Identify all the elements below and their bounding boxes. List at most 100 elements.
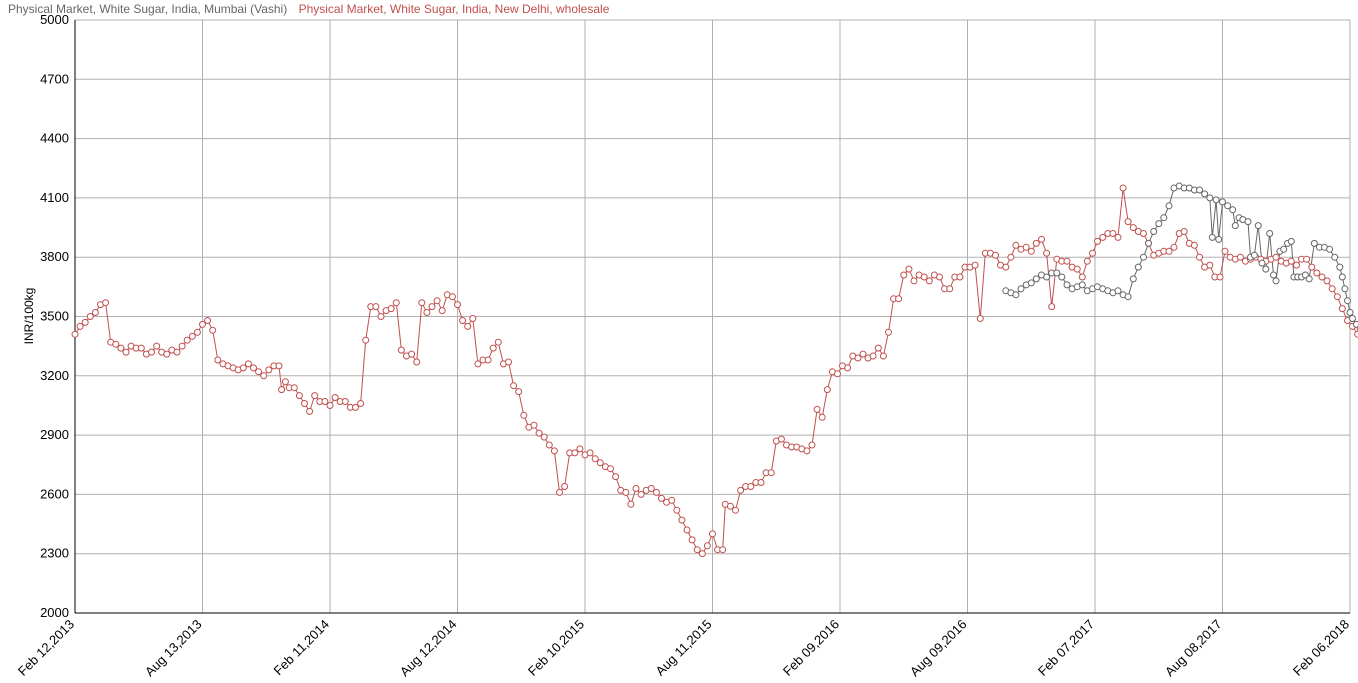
data-point [1150,228,1158,235]
data-point [1236,253,1244,261]
data-point [709,530,716,538]
series-points [71,182,1358,558]
x-tick-label: Feb 07,2017 [1035,617,1097,679]
data-point [698,550,706,558]
data-point [1338,273,1346,281]
chart-legend: Physical Market, White Sugar, India, Mum… [8,2,617,16]
data-point [591,455,599,463]
data-point [357,400,365,407]
data-point [1318,273,1326,281]
data-point [137,344,145,352]
x-tick-label: Aug 13,2013 [142,617,205,680]
data-point [1027,279,1035,287]
data-point [550,447,558,455]
x-tick-label: Feb 06,2018 [1290,617,1352,679]
data-point [1208,233,1216,241]
data-point [1119,184,1127,192]
data-point [489,344,497,352]
data-point [1244,218,1252,226]
data-point [561,483,569,490]
data-point [387,305,395,313]
data-point [433,297,441,305]
y-tick-label: 4700 [40,71,69,86]
data-point [278,386,286,394]
data-point [250,364,257,372]
data-point [1002,263,1010,271]
data-point [1313,269,1321,277]
data-point [1254,222,1262,230]
data-point [1027,247,1035,255]
data-point [281,378,289,386]
legend-entry-mumbai: Physical Market, White Sugar, India, Mum… [8,2,288,16]
data-point [1032,239,1040,247]
data-point [1083,257,1091,265]
data-point [1201,190,1209,198]
data-point [535,429,543,437]
y-tick-label: 2300 [40,546,69,561]
data-point [352,403,359,411]
y-tick-label: 3200 [40,368,69,383]
data-point [1224,202,1232,210]
data-point [295,392,303,400]
data-point [1017,285,1025,293]
data-point [484,356,492,364]
data-point [803,447,811,455]
data-point [204,317,212,324]
data-point [515,388,523,396]
data-point [737,486,745,494]
data-point [632,485,640,492]
data-point [1078,281,1086,289]
data-point [652,488,660,496]
data-point [1022,243,1030,251]
data-point [622,488,630,496]
data-point [1212,196,1220,204]
data-point [86,313,94,320]
data-point [688,536,696,544]
x-tick-label: Aug 09,2016 [907,617,970,680]
data-point [1063,281,1071,289]
data-point [879,352,887,360]
x-tick-label: Feb 10,2015 [525,617,587,679]
data-point [1190,241,1198,249]
data-point [265,366,273,374]
data-point [392,299,400,307]
data-point [1258,259,1266,267]
data-point [834,370,841,378]
data-point [76,322,84,330]
y-tick-label: 4100 [40,190,69,205]
data-point [209,326,217,334]
data-point [1206,194,1214,202]
data-point [992,251,999,259]
data-point [163,350,171,358]
data-point [1043,273,1051,281]
data-point [331,394,339,401]
data-point [1338,305,1346,313]
data-point [813,405,821,413]
data-point [214,356,222,364]
data-point [1229,206,1237,214]
data-point [173,348,181,356]
data-point [1170,243,1178,251]
data-point [311,392,319,400]
data-point [703,542,711,550]
data-point [1012,241,1020,249]
data-point [341,398,349,405]
data-point [102,299,110,307]
data-point [1323,277,1331,285]
data-point [81,318,89,326]
data-point [556,488,563,496]
data-point [260,372,268,380]
data-point [818,413,826,421]
data-point [1073,265,1081,273]
data-point [239,364,247,372]
data-point [586,449,594,457]
data-point [1344,297,1351,305]
data-point [397,346,405,354]
data-point [757,479,765,486]
data-point [1326,245,1334,253]
data-point [844,364,852,372]
data-point [1063,257,1071,265]
data-point [1094,237,1101,245]
data-point [1349,315,1356,322]
data-point [946,285,954,293]
